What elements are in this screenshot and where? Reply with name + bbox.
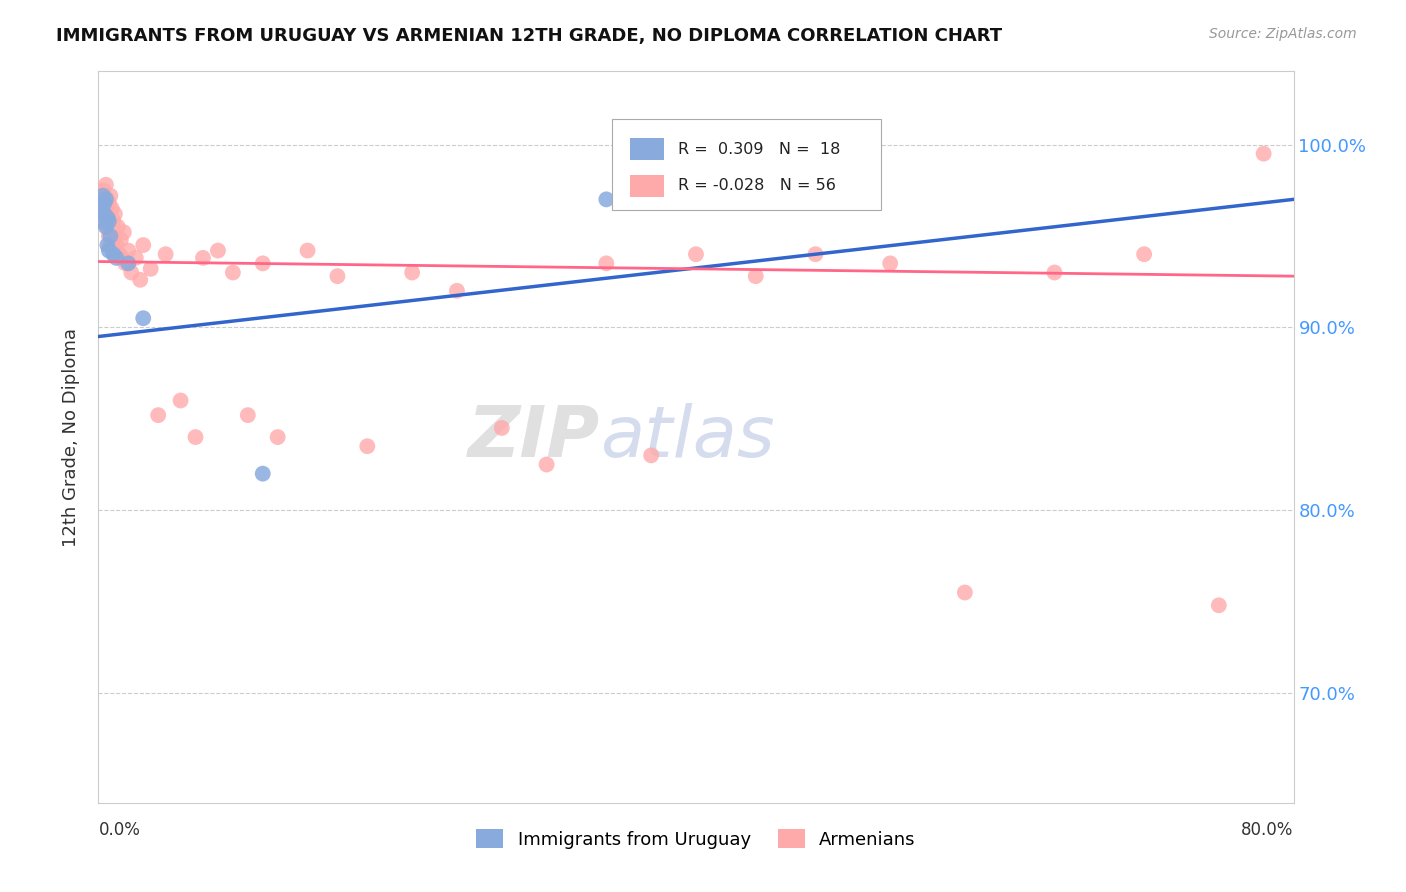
Point [252, 467, 274, 481]
Point [108, 247, 131, 261]
Point [297, 244, 319, 258]
Point [745, 269, 768, 284]
Point [97, 214, 120, 228]
Point [90, 202, 112, 216]
Point [96, 238, 118, 252]
Point [96, 211, 118, 225]
Point [139, 261, 162, 276]
Point [252, 256, 274, 270]
Point [105, 238, 128, 252]
Y-axis label: 12th Grade, No Diploma: 12th Grade, No Diploma [62, 327, 80, 547]
Point [101, 202, 124, 216]
Point [110, 233, 132, 247]
Point [125, 251, 148, 265]
Point [132, 311, 155, 326]
Point [804, 247, 827, 261]
FancyBboxPatch shape [613, 119, 882, 211]
Bar [630, 175, 664, 196]
Bar [630, 138, 664, 161]
Point [356, 439, 378, 453]
Text: IMMIGRANTS FROM URUGUAY VS ARMENIAN 12TH GRADE, NO DIPLOMA CORRELATION CHART: IMMIGRANTS FROM URUGUAY VS ARMENIAN 12TH… [56, 27, 1002, 45]
Text: R =  0.309   N =  18: R = 0.309 N = 18 [678, 142, 841, 157]
Point [117, 244, 139, 258]
Point [169, 393, 191, 408]
Point [93, 207, 115, 221]
Point [94, 178, 117, 192]
Text: ZIP: ZIP [468, 402, 600, 472]
Point [120, 265, 142, 279]
Point [155, 247, 177, 261]
Point [1208, 599, 1230, 613]
Point [103, 233, 125, 247]
Point [685, 247, 707, 261]
Text: atlas: atlas [600, 402, 775, 472]
Point [98, 228, 122, 243]
Point [207, 244, 229, 258]
Point [103, 214, 125, 228]
Point [112, 225, 135, 239]
Point [96, 192, 118, 206]
Point [401, 265, 423, 279]
Point [1043, 265, 1066, 279]
Point [640, 448, 662, 462]
Point [98, 238, 122, 252]
Point [446, 284, 468, 298]
Point [97, 244, 120, 258]
Point [103, 247, 125, 261]
Point [93, 196, 115, 211]
Point [94, 219, 117, 234]
Point [595, 192, 617, 206]
Point [1253, 146, 1275, 161]
Point [191, 251, 214, 265]
Point [222, 265, 245, 279]
Point [105, 251, 128, 265]
Point [98, 188, 122, 202]
Point [96, 219, 118, 234]
Point [184, 430, 207, 444]
Point [111, 251, 134, 265]
Point [953, 585, 976, 599]
Point [91, 183, 114, 197]
Point [91, 188, 114, 202]
Point [129, 273, 152, 287]
Text: Source: ZipAtlas.com: Source: ZipAtlas.com [1209, 27, 1357, 41]
Point [94, 211, 117, 225]
Point [491, 421, 513, 435]
Text: 0.0%: 0.0% [98, 821, 141, 839]
Point [97, 228, 120, 243]
Point [104, 207, 127, 221]
Point [1133, 247, 1156, 261]
Point [93, 188, 115, 202]
Point [879, 256, 901, 270]
Point [267, 430, 290, 444]
Point [595, 256, 617, 270]
Point [236, 408, 259, 422]
Point [117, 256, 139, 270]
Point [107, 219, 129, 234]
Point [326, 269, 349, 284]
Point [132, 238, 155, 252]
Point [91, 214, 114, 228]
Point [93, 202, 115, 216]
Point [148, 408, 170, 422]
Text: R = -0.028   N = 56: R = -0.028 N = 56 [678, 178, 837, 193]
Point [97, 196, 120, 211]
Point [94, 192, 117, 206]
Point [536, 458, 558, 472]
Legend: Immigrants from Uruguay, Armenians: Immigrants from Uruguay, Armenians [468, 822, 924, 856]
Text: 80.0%: 80.0% [1241, 821, 1294, 839]
Point [114, 256, 136, 270]
